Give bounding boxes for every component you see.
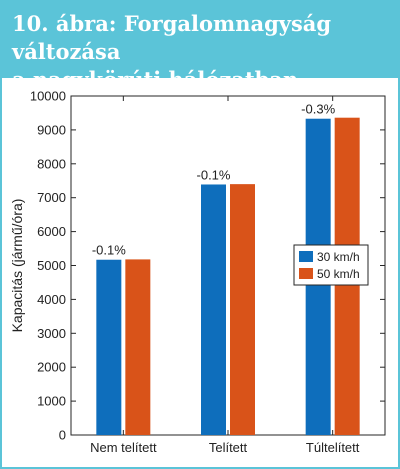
figure-title-line2: a nagykörúti hálózatban xyxy=(12,67,299,92)
y-tick-label: 7000 xyxy=(37,190,66,205)
legend-label: 30 km/h xyxy=(317,250,360,264)
legend-swatch xyxy=(299,251,313,262)
x-tick-label: Túltelített xyxy=(306,440,360,455)
bar-50-km-h xyxy=(230,184,255,435)
y-tick-label: 8000 xyxy=(37,156,66,171)
y-tick-label: 2000 xyxy=(37,360,66,375)
bar-50-km-h xyxy=(125,259,151,435)
y-tick-label: 3000 xyxy=(37,326,66,341)
y-tick-label: 9000 xyxy=(37,122,66,137)
data-label: -0.1% xyxy=(197,167,231,182)
y-tick-label: 5000 xyxy=(37,258,66,273)
y-tick-label: 10000 xyxy=(30,89,66,104)
legend-swatch xyxy=(299,268,313,279)
figure-title-line1: 10. ábra: Forgalomnagyság változása xyxy=(12,11,332,64)
bar-30-km-h xyxy=(96,259,122,435)
figure-header: 10. ábra: Forgalomnagyság változása a na… xyxy=(0,0,400,92)
bar-30-km-h xyxy=(201,184,226,435)
y-tick-label: 6000 xyxy=(37,224,66,239)
x-tick-label: Telített xyxy=(209,440,248,455)
x-tick-label: Nem telített xyxy=(90,440,157,455)
data-label: -0.1% xyxy=(92,243,126,258)
figure-title: 10. ábra: Forgalomnagyság változása a na… xyxy=(12,10,392,94)
y-tick-label: 0 xyxy=(59,428,66,443)
legend-label: 50 km/h xyxy=(317,267,360,281)
y-axis-label: Kapacitás (jármű/óra) xyxy=(9,199,25,333)
y-tick-label: 4000 xyxy=(37,292,66,307)
y-tick-label: 1000 xyxy=(37,394,66,409)
data-label: -0.3% xyxy=(301,102,335,117)
